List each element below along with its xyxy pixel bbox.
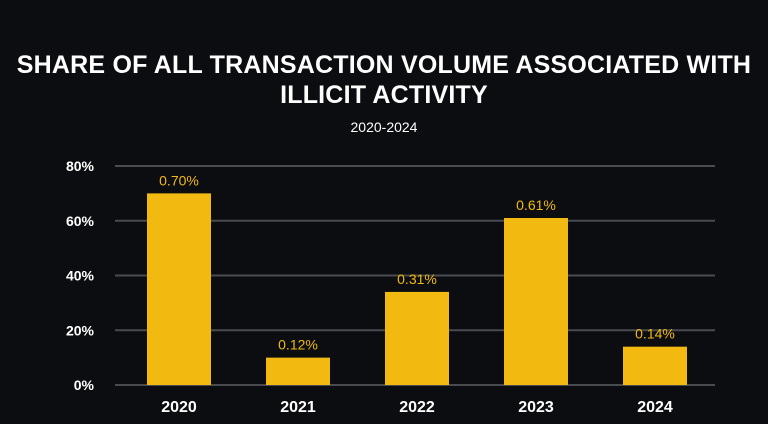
chart-subtitle: 2020-2024 bbox=[350, 119, 418, 135]
x-tick-label: 2020 bbox=[161, 399, 197, 416]
data-label: 0.14% bbox=[635, 326, 675, 342]
chart-title: SHARE OF ALL TRANSACTION VOLUME ASSOCIAT… bbox=[16, 51, 752, 109]
y-tick-label: 60% bbox=[66, 213, 95, 229]
bar-2021 bbox=[266, 357, 330, 385]
x-tick-label: 2021 bbox=[280, 399, 316, 416]
bar-2020 bbox=[147, 193, 211, 385]
y-tick-label: 40% bbox=[66, 268, 95, 284]
data-label: 0.70% bbox=[159, 172, 199, 188]
data-label: 0.61% bbox=[516, 197, 556, 213]
bar-2023 bbox=[504, 218, 568, 385]
x-tick-label: 2022 bbox=[399, 399, 435, 416]
y-tick-label: 0% bbox=[74, 377, 95, 393]
x-tick-label: 2024 bbox=[637, 399, 673, 416]
bar-2022 bbox=[385, 291, 449, 385]
y-tick-label: 80% bbox=[66, 158, 95, 174]
y-tick-label: 20% bbox=[66, 322, 95, 338]
data-label: 0.12% bbox=[278, 337, 318, 353]
data-label: 0.31% bbox=[397, 271, 437, 287]
x-tick-label: 2023 bbox=[518, 399, 554, 416]
bar-2024 bbox=[623, 346, 687, 385]
